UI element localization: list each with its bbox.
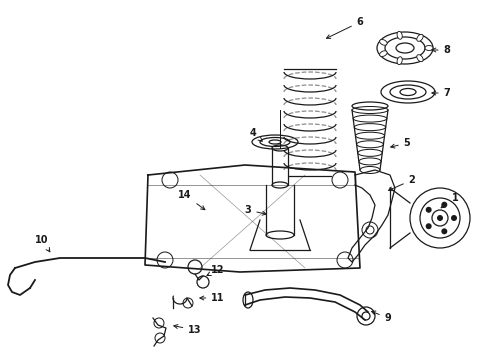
Text: 9: 9: [371, 311, 392, 323]
Circle shape: [441, 202, 447, 208]
Text: 11: 11: [200, 293, 225, 303]
Text: 8: 8: [432, 45, 450, 55]
Ellipse shape: [380, 51, 387, 57]
Text: 1: 1: [441, 193, 458, 208]
Text: 7: 7: [432, 88, 450, 98]
Text: 13: 13: [174, 325, 202, 335]
Text: 4: 4: [249, 128, 262, 141]
Text: 12: 12: [207, 265, 225, 275]
Text: 14: 14: [178, 190, 205, 210]
Circle shape: [426, 207, 432, 213]
Ellipse shape: [417, 34, 423, 41]
Ellipse shape: [380, 40, 387, 45]
Circle shape: [437, 215, 443, 221]
Circle shape: [426, 223, 432, 229]
Text: 2: 2: [389, 175, 416, 191]
Ellipse shape: [397, 57, 402, 64]
Ellipse shape: [425, 45, 433, 50]
Circle shape: [451, 215, 457, 221]
Ellipse shape: [417, 55, 423, 62]
Ellipse shape: [397, 31, 402, 39]
Circle shape: [441, 228, 447, 234]
Text: 3: 3: [245, 205, 266, 215]
Text: 10: 10: [35, 235, 50, 252]
Text: 6: 6: [326, 17, 364, 39]
Text: 5: 5: [391, 138, 410, 148]
